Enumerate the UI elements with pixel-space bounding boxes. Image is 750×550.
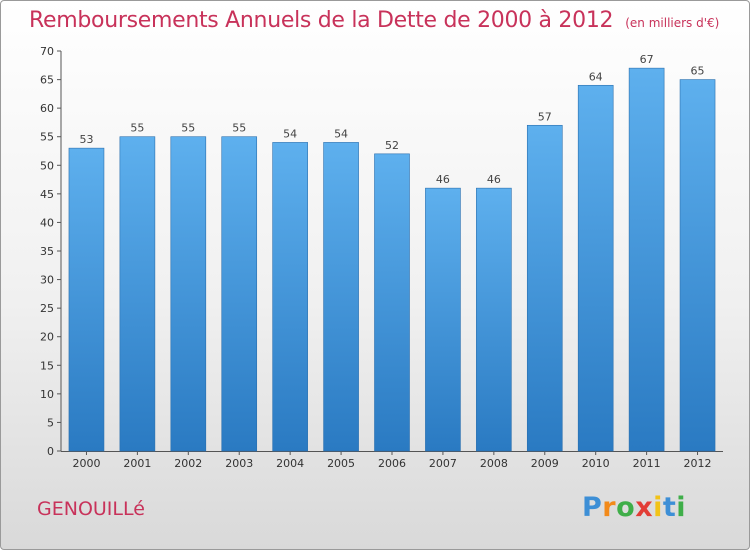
x-tick-label: 2001 bbox=[123, 457, 151, 470]
bar bbox=[323, 142, 359, 452]
y-tick-label: 0 bbox=[47, 445, 54, 458]
x-tick-label: 2012 bbox=[684, 457, 712, 470]
y-tick-label: 45 bbox=[40, 188, 54, 201]
logo-letter: x bbox=[635, 492, 654, 523]
bar-value-label: 55 bbox=[130, 122, 144, 135]
y-tick-label: 20 bbox=[40, 331, 54, 344]
bar bbox=[374, 153, 410, 452]
x-tick-label: 2008 bbox=[480, 457, 508, 470]
logo-letter: o bbox=[616, 492, 636, 523]
bar bbox=[272, 142, 308, 452]
bar-value-label: 55 bbox=[181, 122, 195, 135]
bar-value-label: 54 bbox=[334, 127, 348, 140]
bar-value-label: 54 bbox=[283, 127, 297, 140]
x-tick-label: 2010 bbox=[582, 457, 610, 470]
bar bbox=[221, 136, 258, 452]
x-tick-label: 2007 bbox=[429, 457, 457, 470]
bar bbox=[119, 136, 156, 452]
proxiti-logo: Proxiti bbox=[582, 492, 686, 523]
y-tick-label: 65 bbox=[40, 74, 54, 87]
y-tick-label: 10 bbox=[40, 388, 54, 401]
bar bbox=[628, 67, 665, 452]
y-tick-label: 55 bbox=[40, 131, 54, 144]
bar bbox=[679, 79, 716, 452]
logo-letter: i bbox=[653, 492, 663, 523]
bar bbox=[526, 124, 563, 452]
y-tick-label: 60 bbox=[40, 102, 54, 115]
chart-title-block: Remboursements Annuels de la Dette de 20… bbox=[29, 8, 719, 33]
y-tick-label: 40 bbox=[40, 216, 54, 229]
commune-name: GENOUILLé bbox=[37, 498, 145, 520]
bar bbox=[68, 147, 105, 452]
logo-letter: r bbox=[602, 492, 617, 523]
x-tick-label: 2004 bbox=[276, 457, 304, 470]
y-tick-label: 25 bbox=[40, 302, 54, 315]
bar bbox=[170, 136, 207, 452]
x-tick-label: 2002 bbox=[174, 457, 202, 470]
bar-value-label: 52 bbox=[385, 139, 399, 152]
x-tick-label: 2009 bbox=[531, 457, 559, 470]
logo-letter: i bbox=[676, 492, 687, 523]
bar-value-label: 46 bbox=[436, 173, 450, 186]
logo-letter: t bbox=[662, 492, 677, 523]
y-tick-label: 35 bbox=[40, 245, 54, 258]
y-tick-label: 15 bbox=[40, 359, 54, 372]
y-tick-label: 50 bbox=[40, 159, 54, 172]
x-tick-label: 2006 bbox=[378, 457, 406, 470]
bar-value-label: 46 bbox=[487, 173, 501, 186]
bar-value-label: 55 bbox=[232, 122, 246, 135]
bar bbox=[577, 84, 614, 452]
bar-value-label: 65 bbox=[691, 65, 705, 78]
x-tick-label: 2003 bbox=[225, 457, 253, 470]
chart-subtitle: (en milliers d'€) bbox=[625, 16, 720, 30]
y-tick-label: 30 bbox=[40, 274, 54, 287]
bar bbox=[425, 187, 461, 452]
bar-value-label: 53 bbox=[79, 133, 93, 146]
bar-value-label: 67 bbox=[640, 53, 654, 66]
x-tick-label: 2000 bbox=[72, 457, 100, 470]
x-tick-label: 2005 bbox=[327, 457, 355, 470]
bar-value-label: 64 bbox=[589, 70, 603, 83]
logo-letter: P bbox=[582, 492, 603, 523]
bar bbox=[476, 187, 512, 452]
bar-value-label: 57 bbox=[538, 110, 552, 123]
y-tick-label: 70 bbox=[40, 45, 54, 58]
chart-title: Remboursements Annuels de la Dette de 20… bbox=[29, 8, 614, 33]
x-tick-label: 2011 bbox=[633, 457, 661, 470]
y-tick-label: 5 bbox=[47, 416, 54, 429]
